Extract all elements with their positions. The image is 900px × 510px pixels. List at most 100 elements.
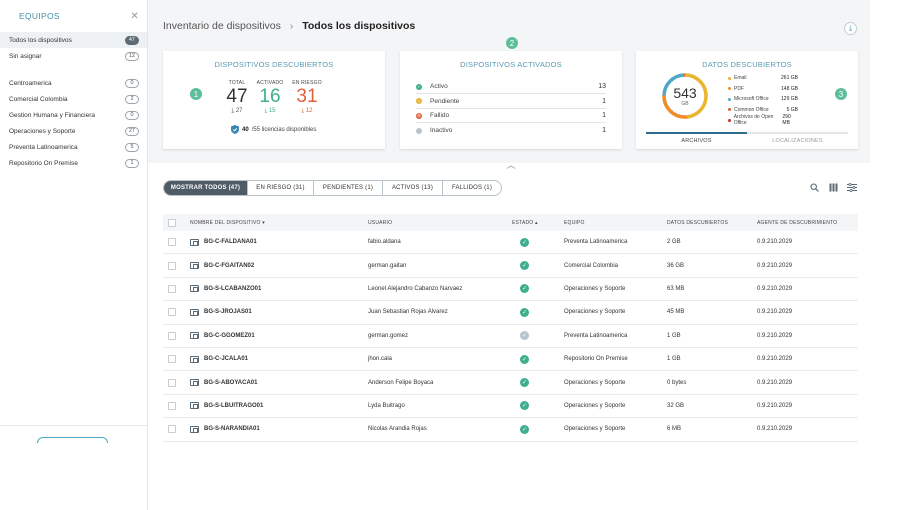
device-name[interactable]: BG-S-JROJAS01 — [204, 309, 252, 316]
sidebar-item-unassigned[interactable]: Sin asignar 12 — [0, 48, 147, 64]
table-row[interactable]: BG-C-GGOMEZ01 german.gomez ✓ Preventa La… — [163, 325, 858, 348]
activated-row[interactable]: ✓ Activo 13 — [416, 80, 606, 94]
row-checkbox[interactable] — [168, 261, 176, 270]
row-checkbox[interactable] — [168, 401, 176, 410]
filter-all[interactable]: MOSTRAR TODOS (47) — [164, 181, 248, 195]
row-checkbox[interactable] — [168, 425, 176, 434]
sidebar-item-comercial-colombia[interactable]: Comercial Colombia 2 — [0, 91, 147, 107]
device-name[interactable]: BG-S-ABOYACA01 — [204, 379, 258, 386]
row-checkbox[interactable] — [168, 355, 176, 364]
column-agent[interactable]: AGENTE DE DESCUBRIMIENTO — [757, 214, 837, 231]
row-checkbox[interactable] — [168, 331, 176, 340]
select-all-checkbox[interactable] — [168, 218, 176, 227]
risk-stat: EN RIESGO 31 ⤓ 12 — [291, 80, 323, 115]
row-checkbox[interactable] — [168, 308, 176, 317]
status-filter-group: MOSTRAR TODOS (47) EN RIESGO (31) PENDIE… — [163, 180, 502, 196]
column-device[interactable]: NOMBRE DEL DISPOSITIVO ▾ — [190, 214, 265, 231]
breadcrumb-parent[interactable]: Inventario de dispositivos — [163, 20, 281, 32]
check-circle-icon: ✓ — [520, 424, 529, 434]
donut-slice — [662, 73, 708, 119]
legend-value: 261 GB — [781, 75, 798, 82]
stat-sub: ⤓ 12 — [291, 108, 323, 115]
user-name: Nicolas Arandia Rojas — [368, 426, 427, 433]
row-label: Pendiente — [430, 97, 460, 105]
device-name[interactable]: BG-S-LBUITRAGO01 — [204, 402, 264, 409]
table-row[interactable]: BG-S-JROJAS01 Juan Sebastian Rojas Alvar… — [163, 301, 858, 325]
device-name[interactable]: BG-C-FALDANA01 — [204, 239, 257, 246]
sidebar-item-gestion-humana[interactable]: Gestion Humana y Financiera 0 — [0, 107, 147, 123]
legend-dot — [728, 97, 731, 101]
stat-label: TOTAL — [228, 80, 246, 86]
sidebar-item-repositorio[interactable]: Repositorio On Premise 1 — [0, 155, 147, 171]
data-legend: Email 261 GB PDF 148 GB Microsoft Office 1… — [728, 73, 798, 126]
filter-at-risk[interactable]: EN RIESGO (31) — [248, 181, 314, 195]
sidebar-header: EQUIPOS ✕ — [0, 0, 147, 32]
sidebar-title: EQUIPOS — [19, 11, 60, 21]
activated-row[interactable]: ! Pendiente 1 — [416, 95, 606, 109]
discovered-data-card: 3 DATOS DESCUBIERTOS 543 GB Email 261 GB… — [636, 51, 858, 149]
legend-item: Email 261 GB — [728, 73, 798, 84]
filter-settings-icon[interactable] — [847, 182, 857, 194]
count-badge: 27 — [124, 126, 139, 136]
data-size: 1 GB — [667, 356, 681, 363]
sidebar-item-all-devices[interactable]: Todos los dispositivos 47 — [0, 32, 147, 48]
activated-row[interactable]: ⊘ Fallido 1 — [416, 109, 606, 123]
card-title: DISPOSITIVOS ACTIVADOS — [460, 60, 562, 69]
total-stat: TOTAL 47 ⤓ 27 — [226, 80, 248, 115]
device-name[interactable]: BG-S-LCABANZO01 — [204, 285, 262, 292]
computer-icon — [190, 262, 199, 270]
filter-active[interactable]: ACTIVOS (13) — [383, 181, 443, 195]
row-checkbox[interactable] — [168, 238, 176, 247]
data-size: 45 MB — [667, 309, 685, 316]
check-circle-icon: ✓ — [520, 378, 529, 388]
team-name: Operaciones y Soporte — [564, 379, 626, 386]
column-data[interactable]: DATOS DESCUBIERTOS — [667, 214, 728, 231]
row-checkbox[interactable] — [168, 284, 176, 293]
table-row[interactable]: BG-S-ABOYACA01 Anderson Felipe Boyaca ✓ … — [163, 371, 858, 395]
close-icon[interactable]: ✕ — [130, 10, 139, 22]
table-row[interactable]: BG-S-NARANDIA01 Nicolas Arandia Rojas ✓ … — [163, 418, 858, 442]
table-row[interactable]: BG-C-FGAITAN02 german.gaitan ✓ Comercial… — [163, 254, 858, 278]
sidebar-item-label: Gestion Humana y Financiera — [9, 111, 95, 119]
stat-label: ACTIVADO — [256, 80, 284, 86]
device-name[interactable]: BG-C-GGOMEZ01 — [204, 332, 255, 339]
filter-failed[interactable]: FALLIDOS (1) — [451, 185, 493, 191]
sidebar-footer-button[interactable] — [37, 437, 108, 443]
column-team[interactable]: EQUIPO — [564, 214, 585, 231]
shield-icon — [231, 125, 239, 134]
agent-version: 0.9.210.2029 — [757, 426, 793, 433]
device-name[interactable]: BG-S-NARANDIA01 — [204, 426, 260, 433]
table-row[interactable]: BG-S-LCABANZO01 Leonel Alejandro Cabanzo… — [163, 278, 858, 302]
card-title: DISPOSITIVOS DESCUBIERTOS — [214, 60, 334, 69]
check-circle-icon: ✓ — [520, 401, 529, 411]
tab-localizaciones[interactable]: LOCALIZACIONES — [772, 138, 823, 144]
column-status[interactable]: ESTADO ▴ — [512, 214, 538, 231]
status-dot-icon: ! — [416, 98, 422, 104]
activated-devices-card: 2 DISPOSITIVOS ACTIVADOS ✓ Activo 13! Pe… — [400, 37, 622, 149]
stat-sub: ⤓ 27 — [226, 108, 248, 115]
legend-label: Common Office — [734, 106, 769, 113]
row-checkbox[interactable] — [168, 378, 176, 387]
table-row[interactable]: BG-S-LBUITRAGO01 Lyda Buitrago ✓ Operaci… — [163, 395, 858, 419]
columns-icon[interactable] — [828, 183, 838, 194]
page-title: Todos los dispositivos — [302, 20, 416, 32]
sidebar-item-centroamerica[interactable]: Centroamerica 0 — [0, 75, 147, 91]
tab-archivos[interactable]: ARCHIVOS — [646, 132, 747, 149]
filter-pending[interactable]: PENDIENTES (1) — [314, 181, 383, 195]
download-icon[interactable]: ⤓ — [844, 22, 857, 35]
table-row[interactable]: BG-C-FALDANA01 fabio.aldana ✓ Preventa L… — [163, 231, 858, 255]
sidebar-item-preventa[interactable]: Preventa Latinoamerica 5 — [0, 139, 147, 155]
column-user[interactable]: USUARIO — [368, 214, 392, 231]
table-row[interactable]: BG-C-JCALA01 jhon.cala ✓ Repositorio On … — [163, 348, 858, 372]
device-name[interactable]: BG-C-FGAITAN02 — [204, 262, 255, 269]
device-name[interactable]: BG-C-JCALA01 — [204, 356, 249, 363]
sidebar-item-operaciones[interactable]: Operaciones y Soporte 27 — [0, 123, 147, 139]
legend-value: 5 GB — [786, 106, 798, 113]
sort-up-icon: ▴ — [534, 219, 538, 226]
search-icon[interactable] — [809, 183, 819, 194]
agent-version: 0.9.210.2029 — [757, 239, 793, 246]
team-name: Operaciones y Soporte — [564, 402, 626, 409]
column-label: USUARIO — [368, 219, 393, 226]
activated-row[interactable]: Inactivo 1 — [416, 124, 606, 138]
chevron-up-icon[interactable]: ︿ — [506, 160, 516, 170]
